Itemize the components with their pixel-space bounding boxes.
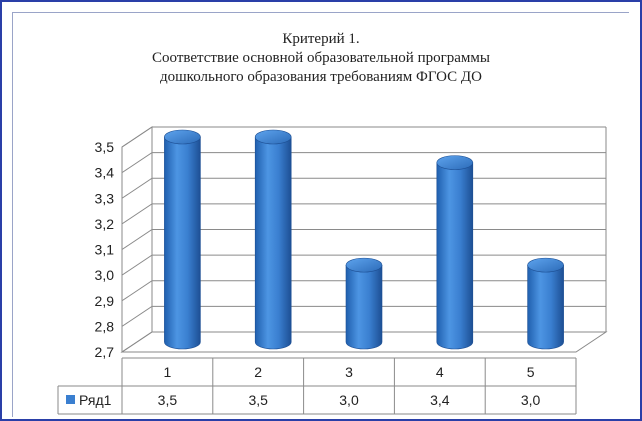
x-category-label: 3 <box>345 364 353 380</box>
bar-2 <box>254 129 292 350</box>
bar-1 <box>164 129 201 350</box>
data-value-label: 3,0 <box>339 392 359 408</box>
y-tick-label: 2,9 <box>95 293 115 309</box>
bar-5 <box>527 257 564 350</box>
y-tick-label: 3,4 <box>95 165 115 181</box>
bar-body <box>436 162 474 350</box>
x-category-label: 2 <box>254 364 262 380</box>
bar-4 <box>436 155 474 350</box>
bar-body <box>164 136 201 350</box>
data-value-label: 3,4 <box>430 392 450 408</box>
bar-body <box>345 264 383 350</box>
chart-title: Критерий 1. Соответствие основной образо… <box>0 30 642 87</box>
y-tick-label: 2,8 <box>95 318 115 334</box>
bar-body <box>254 136 292 350</box>
data-value-label: 3,0 <box>521 392 541 408</box>
chart-title-line-1: Критерий 1. <box>282 31 360 47</box>
x-category-label: 5 <box>527 364 535 380</box>
y-tick-label: 3,2 <box>95 216 115 232</box>
bar-top <box>254 129 292 145</box>
bar-top <box>527 257 564 273</box>
plot-area-border <box>12 12 629 417</box>
legend-key <box>66 395 75 404</box>
y-tick-label: 2,7 <box>95 344 115 360</box>
y-tick-label: 3,5 <box>95 139 115 155</box>
gridline <box>121 126 606 148</box>
x-category-label: 4 <box>436 364 444 380</box>
y-tick-label: 3,0 <box>95 267 115 283</box>
chart-title-line-2: Соответствие основной образовательной пр… <box>152 50 490 66</box>
bar-top <box>164 129 201 145</box>
data-value-label: 3,5 <box>158 392 178 408</box>
chart-title-line-3: дошкольного образования требованиям ФГОС… <box>159 69 483 85</box>
x-category-label: 1 <box>164 364 172 380</box>
y-tick-label: 3,1 <box>95 242 115 258</box>
legend-series-name: Ряд1 <box>79 392 112 408</box>
bar-3 <box>345 257 383 350</box>
bar-top <box>345 257 383 273</box>
bar-top <box>436 155 474 170</box>
y-tick-label: 3,3 <box>95 190 115 206</box>
bar-body <box>527 264 564 350</box>
data-value-label: 3,5 <box>248 392 268 408</box>
gridline <box>121 152 606 174</box>
